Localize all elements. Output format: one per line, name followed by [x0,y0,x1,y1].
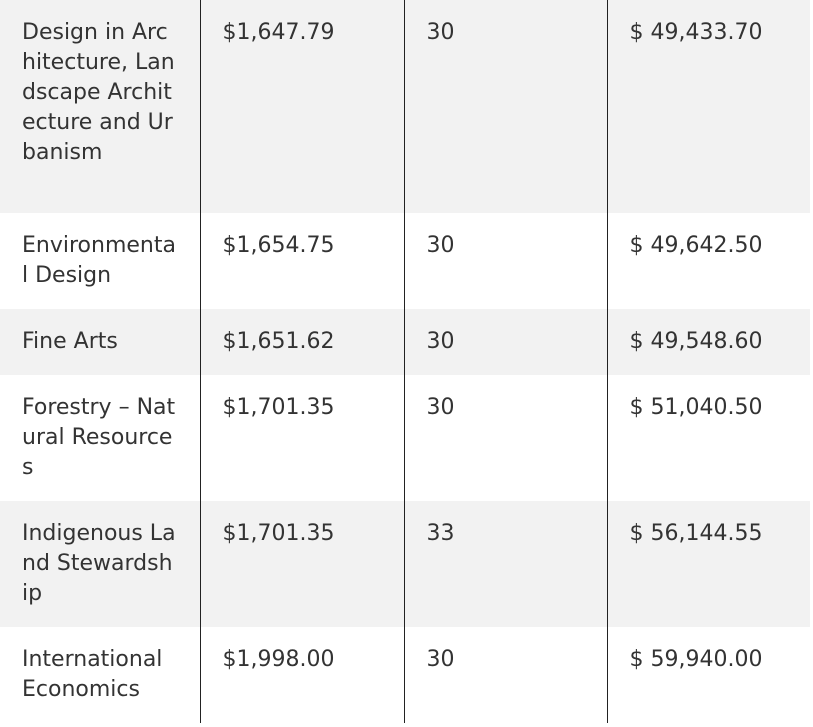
credits-cell: 30 [403,627,607,723]
program-name-cell: Fine Arts [0,309,200,375]
table-row: Environmental Design $1,654.75 30 $ 49,6… [0,213,810,309]
program-name-cell: Forestry – Natural Resources [0,375,200,501]
credits-cell: 30 [403,309,607,375]
per-credit-cell: $1,701.35 [199,501,404,627]
table-row: Forestry – Natural Resources $1,701.35 3… [0,375,810,501]
program-name-cell: Environmental Design [0,213,200,309]
per-credit-cell: $1,701.35 [199,375,404,501]
total-cell: $ 49,548.60 [606,309,810,375]
table-row: Design in Architecture, Landscape Archit… [0,0,810,213]
total-cell: $ 51,040.50 [606,375,810,501]
program-name-cell: Design in Architecture, Landscape Archit… [0,0,200,213]
per-credit-cell: $1,998.00 [199,627,404,723]
total-cell: $ 59,940.00 [606,627,810,723]
credits-cell: 33 [403,501,607,627]
per-credit-cell: $1,654.75 [199,213,404,309]
credits-cell: 30 [403,375,607,501]
credits-cell: 30 [403,0,607,213]
total-cell: $ 49,433.70 [606,0,810,213]
program-name-cell: Indigenous Land Stewardship [0,501,200,627]
table-row: Indigenous Land Stewardship $1,701.35 33… [0,501,810,627]
table-row: Fine Arts $1,651.62 30 $ 49,548.60 [0,309,810,375]
per-credit-cell: $1,647.79 [199,0,404,213]
per-credit-cell: $1,651.62 [199,309,404,375]
credits-cell: 30 [403,213,607,309]
total-cell: $ 56,144.55 [606,501,810,627]
table-row: International Economics $1,998.00 30 $ 5… [0,627,810,723]
program-name-cell: International Economics [0,627,200,723]
total-cell: $ 49,642.50 [606,213,810,309]
